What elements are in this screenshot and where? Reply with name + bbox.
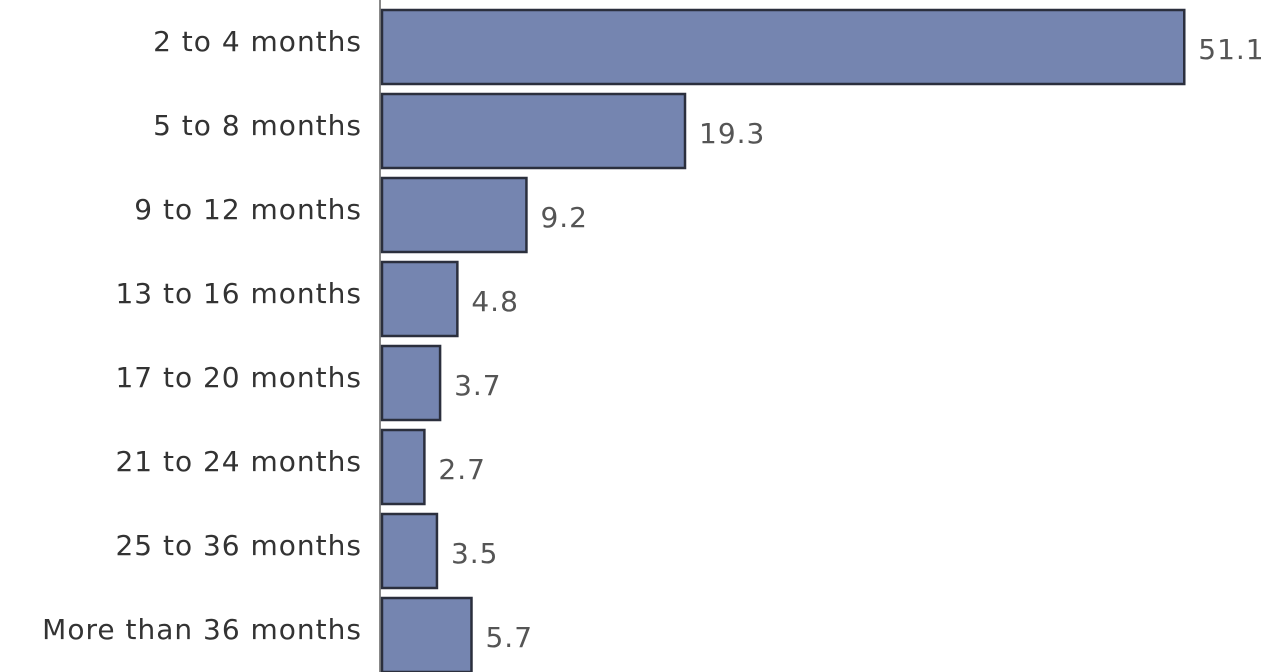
bar-2	[380, 92, 687, 170]
bar-8	[380, 596, 473, 672]
value-label-2: 19.3	[699, 117, 765, 150]
value-label-1: 51.1	[1198, 33, 1264, 66]
category-label-1: 2 to 4 months	[153, 25, 362, 58]
category-label-2: 5 to 8 months	[153, 109, 362, 142]
bar-7	[380, 512, 439, 590]
bar-4	[380, 260, 459, 338]
category-label-5: 17 to 20 months	[115, 361, 362, 394]
value-label-3: 9.2	[540, 201, 588, 234]
category-label-6: 21 to 24 months	[115, 445, 362, 478]
category-label-4: 13 to 16 months	[115, 277, 362, 310]
bar-3	[380, 176, 528, 254]
category-label-8: More than 36 months	[42, 613, 362, 646]
value-label-6: 2.7	[438, 453, 486, 486]
category-label-7: 25 to 36 months	[115, 529, 362, 562]
value-label-4: 4.8	[471, 285, 519, 318]
bar-1	[380, 8, 1186, 86]
value-label-5: 3.7	[454, 369, 502, 402]
value-labels-group: 51.1 19.3 9.2 4.8 3.7 2.7 3.5 5.7	[438, 33, 1264, 654]
value-label-8: 5.7	[485, 621, 533, 654]
value-label-7: 3.5	[451, 537, 499, 570]
bars-group	[380, 8, 1186, 672]
bar-6	[380, 428, 426, 506]
category-label-3: 9 to 12 months	[134, 193, 362, 226]
category-labels-group: 2 to 4 months 5 to 8 months 9 to 12 months…	[42, 25, 362, 646]
bar-5	[380, 344, 442, 422]
